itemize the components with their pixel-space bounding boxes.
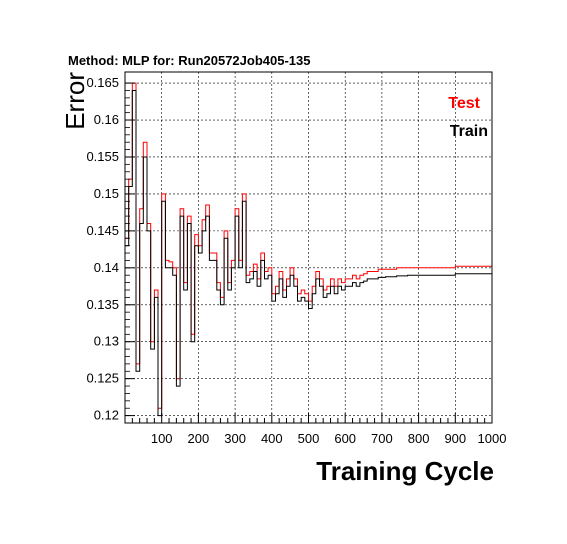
x-axis-label: Training Cycle — [316, 456, 494, 486]
x-tick-label: 100 — [151, 431, 173, 446]
y-tick-label: 0.15 — [94, 186, 119, 201]
x-tick-label: 700 — [371, 431, 393, 446]
series-test-line — [125, 82, 492, 409]
legend-test: Test — [448, 95, 480, 112]
x-tick-label: 900 — [444, 431, 466, 446]
x-tick-label: 300 — [224, 431, 246, 446]
y-tick-label: 0.125 — [86, 371, 119, 386]
x-tick-label: 800 — [408, 431, 430, 446]
x-tick-label: 600 — [334, 431, 356, 446]
ticks — [125, 82, 493, 423]
y-tick-label: 0.155 — [86, 149, 119, 164]
series-train-line — [125, 90, 492, 417]
x-tick-label: 200 — [188, 431, 210, 446]
y-tick-label: 0.145 — [86, 223, 119, 238]
y-tick-label: 0.14 — [94, 260, 119, 275]
x-tick-label: 1000 — [478, 431, 507, 446]
legend-train: Train — [450, 123, 488, 140]
tick-labels: 100 200 300 400 500 600 700 800 900 1000 0.12 0.125… — [86, 75, 506, 446]
x-tick-label: 500 — [298, 431, 320, 446]
x-tick-label: 400 — [261, 431, 283, 446]
y-axis-label: Error — [60, 72, 90, 130]
y-tick-label: 0.12 — [94, 408, 119, 423]
y-tick-label: 0.135 — [86, 297, 119, 312]
chart-title: Method: MLP for: Run20572Job405-135 — [68, 53, 310, 68]
series-layer — [125, 82, 492, 417]
y-tick-label: 0.16 — [94, 112, 119, 127]
y-tick-label: 0.13 — [94, 334, 119, 349]
y-tick-label: 0.165 — [86, 75, 119, 90]
